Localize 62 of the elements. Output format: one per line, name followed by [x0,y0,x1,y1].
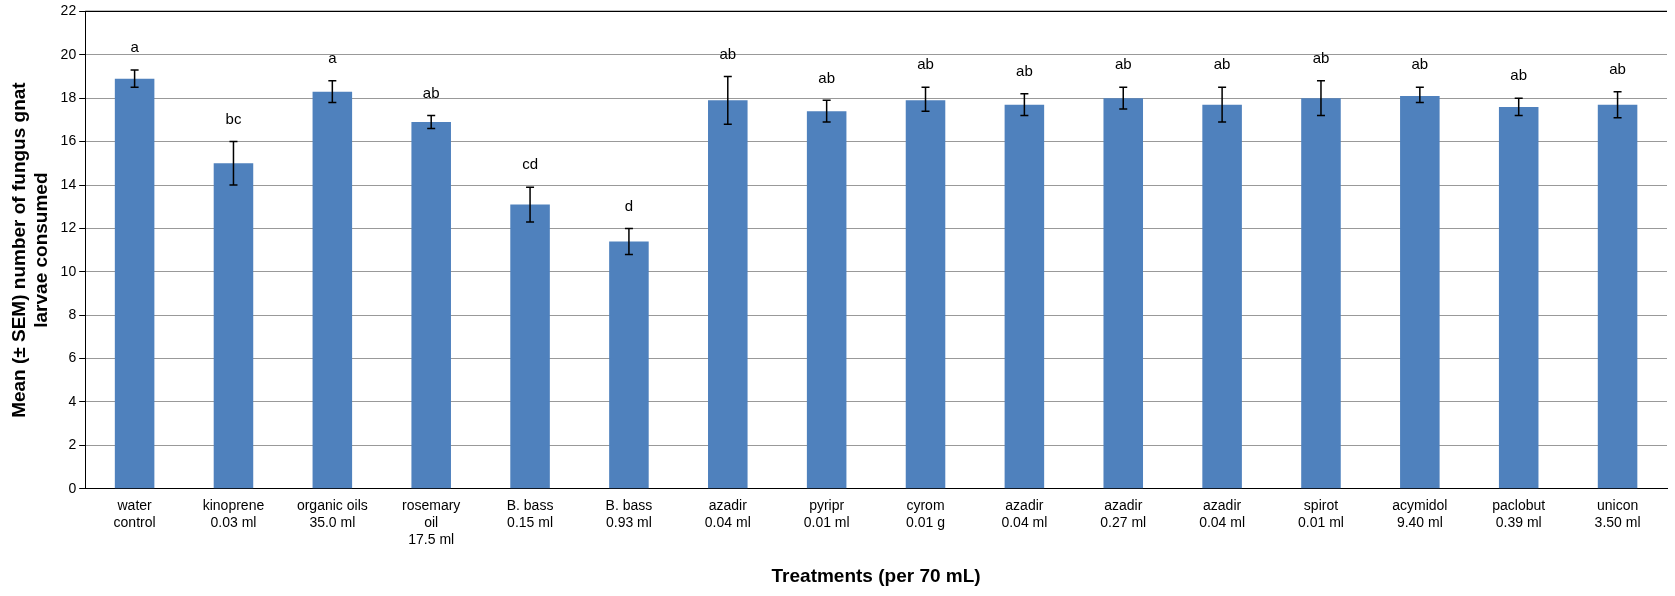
annotation: ab [719,44,737,62]
annotation: ab [917,55,934,73]
bar [1103,98,1144,489]
annotation: cd [522,155,538,173]
x-tick-label: kinoprene 0.03 ml [202,497,265,530]
annotation: ab [818,68,835,86]
annotation: a [328,48,338,66]
bar [708,100,748,489]
x-tick-label: azadir 0.27 ml [1100,497,1147,530]
annotation: d [624,196,634,214]
y-tick-label: 18 [60,89,77,106]
annotation: bc [225,109,242,127]
annotation: ab [1213,55,1231,73]
bar [1597,104,1638,489]
bar [312,91,353,489]
annotation: ab [422,83,440,101]
y-tick-label: 14 [60,175,77,192]
bar [114,78,155,489]
y-tick-label: 22 [60,2,77,19]
x-tick-label: cyrom 0.01 g [906,497,945,530]
y-tick-label: 6 [68,349,77,366]
y-tick-label: 4 [68,392,77,409]
bar [510,204,550,489]
y-tick-label: 2 [68,436,77,453]
x-tick-label: unicon 3.50 ml [1594,497,1641,530]
x-tick-label: water control [113,497,156,530]
y-tick-label: 0 [68,479,77,496]
bar [411,122,451,489]
annotation: ab [1016,62,1033,79]
bar [609,241,649,489]
bar [213,163,254,489]
x-tick-label: paclobut 0.39 ml [1492,497,1546,530]
y-tick-label: 8 [68,306,77,323]
x-tick-label: acymidol 9.40 ml [1392,497,1448,530]
bar [806,111,847,489]
x-tick-label: B. bass 0.93 ml [605,497,653,530]
annotation: a [130,38,140,56]
x-tick-label: pyripr 0.01 ml [803,497,850,530]
x-tick-label: spirot 0.01 ml [1298,497,1344,530]
bar [1202,104,1242,489]
x-tick-label: organic oils 35.0 ml [296,497,368,530]
y-tick-label: 12 [60,219,77,236]
y-tick-label: 16 [60,132,77,149]
x-tick-label: azadir 0.04 ml [1199,497,1246,530]
annotation: ab [1510,66,1528,84]
y-tick-label: 10 [60,262,77,279]
annotation: ab [1411,55,1429,73]
y-tick-label: 20 [60,45,77,62]
x-tick-label: azadir 0.04 ml [704,497,751,530]
bar [1004,104,1045,489]
annotation: ab [1609,59,1626,77]
x-tick-label: rosemary oil 17.5 ml [402,497,461,547]
bar [1400,96,1440,489]
x-axis-title: Treatments (per 70 mL) [771,564,981,586]
x-tick-label: B. bass 0.15 ml [506,497,554,530]
annotation: ab [1312,48,1330,66]
bar [1301,98,1341,489]
bar [905,100,946,489]
annotation: ab [1114,55,1132,73]
bar [1498,106,1539,489]
x-tick-label: azadir 0.04 ml [1001,497,1048,530]
y-axis-title: Mean (± SEM) number of fungus gnat larvae consumed [7,81,52,418]
